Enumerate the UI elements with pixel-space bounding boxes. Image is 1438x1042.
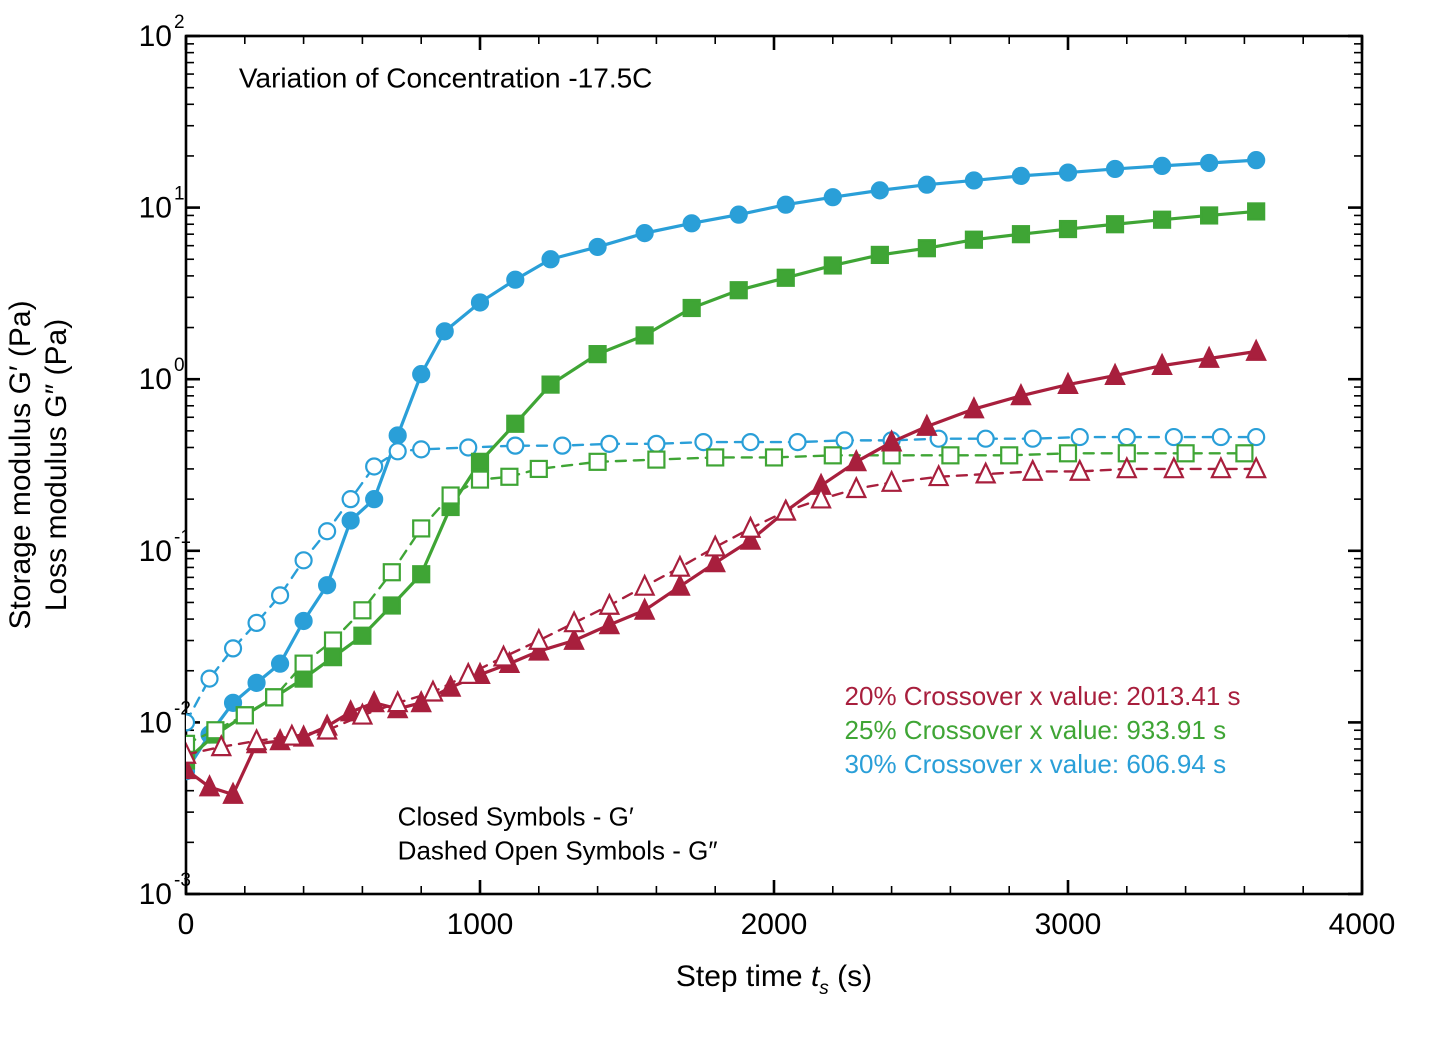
svg-text:10: 10	[139, 878, 172, 911]
x-tick-label: 4000	[1329, 908, 1396, 941]
svg-text:10: 10	[139, 535, 172, 568]
crossover-legend-item: 20% Crossover x value: 2013.41 s	[845, 681, 1241, 711]
chart-svg: 0100020003000400010-310-210-1100101102St…	[0, 0, 1438, 1042]
svg-text:Loss modulus G″ (Pa): Loss modulus G″ (Pa)	[40, 319, 73, 611]
crossover-legend-item: 30% Crossover x value: 606.94 s	[845, 749, 1227, 779]
symbol-legend-line2: Dashed Open Symbols - G″	[398, 835, 718, 865]
svg-text:-3: -3	[174, 870, 191, 891]
x-tick-label: 0	[178, 908, 195, 941]
svg-text:0: 0	[174, 355, 185, 376]
svg-text:10: 10	[139, 20, 172, 53]
x-tick-label: 1000	[447, 908, 514, 941]
x-tick-label: 2000	[741, 908, 808, 941]
svg-text:1: 1	[174, 184, 185, 205]
svg-text:10: 10	[139, 706, 172, 739]
x-tick-label: 3000	[1035, 908, 1102, 941]
svg-text:2: 2	[174, 12, 185, 33]
svg-text:-1: -1	[174, 527, 191, 548]
svg-text:10: 10	[139, 363, 172, 396]
crossover-legend-item: 25% Crossover x value: 933.91 s	[845, 715, 1227, 745]
chart-title: Variation of Concentration -17.5C	[239, 62, 653, 93]
symbol-legend-line1: Closed Symbols - G′	[398, 801, 634, 831]
svg-text:10: 10	[139, 192, 172, 225]
svg-text:Storage modulus G′ (Pa): Storage modulus G′ (Pa)	[4, 300, 37, 629]
modulus-chart: 0100020003000400010-310-210-1100101102St…	[0, 0, 1438, 1042]
